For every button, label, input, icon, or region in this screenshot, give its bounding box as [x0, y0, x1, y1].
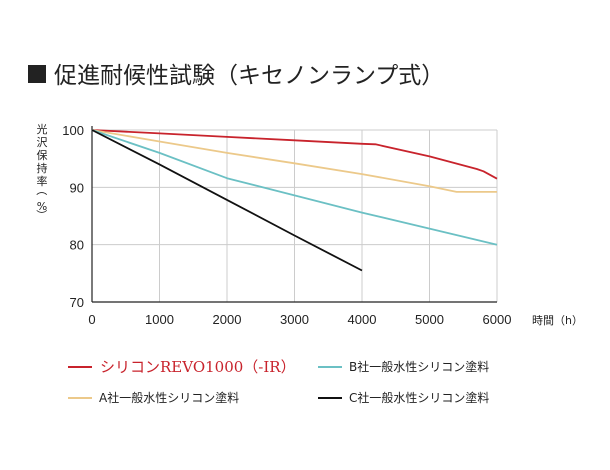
x-tick-label: 0	[88, 312, 95, 327]
series-line-3	[91, 129, 363, 272]
y-tick-label: 100	[62, 123, 84, 138]
x-tick-label: 1000	[145, 312, 174, 327]
title-square-icon	[28, 65, 46, 83]
chart-title: 促進耐候性試験（キセノンランプ式）	[28, 63, 444, 89]
x-tick-label: 4000	[348, 312, 377, 327]
series-line-1	[91, 129, 497, 193]
y-tick-label: 70	[70, 295, 84, 310]
y-axis-label-char: 持	[37, 161, 48, 175]
grid	[92, 129, 498, 302]
y-axis-label-char: 沢	[37, 135, 48, 149]
y-axis-label-char: 率	[37, 174, 48, 188]
y-axis-label-char: ）	[35, 210, 48, 221]
series-lines	[91, 129, 498, 272]
tick-labels: 0 1000 2000 3000 4000 5000 6000 70 80 90 100	[62, 123, 511, 327]
legend-label-a: A社一般水性シリコン塗料	[99, 390, 239, 405]
legend-label-b: B社一般水性シリコン塗料	[349, 359, 489, 374]
legend-label-c: C社一般水性シリコン塗料	[349, 390, 489, 405]
y-axis-label-char: 保	[37, 148, 48, 162]
chart-title-text: 促進耐候性試験（キセノンランプ式）	[54, 63, 444, 89]
legend: シリコンREVO1000（-IR） B社一般水性シリコン塗料 A社一般水性シリコ…	[68, 358, 489, 405]
y-tick-label: 80	[70, 238, 84, 253]
x-tick-label: 2000	[213, 312, 242, 327]
x-tick-label: 5000	[415, 312, 444, 327]
legend-label-revo: シリコンREVO1000（-IR）	[100, 358, 296, 376]
x-tick-label: 6000	[483, 312, 512, 327]
series-line-2	[91, 129, 498, 246]
x-axis-label: 時間（h）	[532, 314, 583, 327]
y-tick-label: 90	[70, 180, 84, 195]
y-axis-label-char: %	[37, 200, 47, 213]
axes	[91, 126, 497, 303]
series-line-0	[91, 129, 498, 180]
x-tick-label: 3000	[280, 312, 309, 327]
y-axis-label-char: （	[35, 185, 48, 196]
y-axis-label-char: 光	[37, 122, 48, 136]
